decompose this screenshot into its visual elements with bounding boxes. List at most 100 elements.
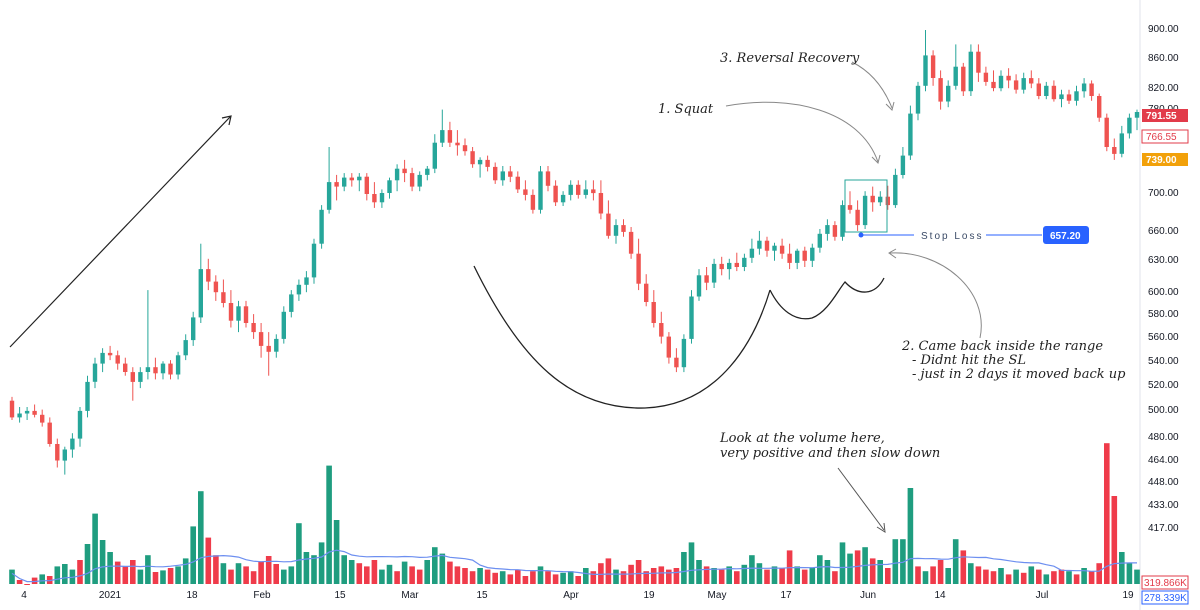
time-axis[interactable]: 4 2021 18 Feb 15 Mar 15 Apr 19 May 17 Jun 14 Jul 19 — [21, 590, 1134, 601]
volume-last-badge — [1141, 575, 1189, 590]
came-back-note-line1: 2. Came back inside the range — [901, 339, 1103, 354]
candle-body — [274, 338, 279, 352]
volume-bar — [968, 563, 974, 584]
volume-bar — [779, 568, 785, 584]
candle — [930, 50, 936, 86]
volume-bar — [24, 584, 30, 585]
candle — [598, 180, 604, 220]
time-tick-label: 4 — [21, 590, 27, 601]
volume-bar — [447, 561, 453, 584]
volume-bar — [696, 560, 702, 584]
volume-bar — [303, 552, 310, 584]
volume-bar — [575, 576, 581, 584]
candle-body — [115, 355, 120, 364]
candle-body — [334, 182, 339, 187]
volume-note-line1: Look at the volume here, — [719, 431, 885, 446]
candle — [719, 256, 724, 276]
candle — [493, 162, 498, 184]
candle — [983, 66, 989, 86]
volume-bar — [326, 465, 332, 584]
volume-bar — [1073, 574, 1080, 584]
candle-body — [591, 189, 596, 194]
candle-body — [17, 413, 22, 418]
candle — [1104, 113, 1109, 152]
candle-body — [727, 262, 732, 270]
candle — [651, 290, 656, 328]
stop-loss-label: Stop Loss — [921, 231, 983, 242]
candle — [938, 70, 943, 110]
volume-bar — [54, 566, 61, 584]
stop-loss-anchor — [858, 232, 864, 238]
candle — [342, 173, 347, 192]
volume-bar — [892, 539, 899, 584]
volume-bar — [167, 568, 174, 584]
volume-bar — [1028, 566, 1035, 584]
volume-bar — [620, 571, 627, 584]
volume-bar — [213, 555, 219, 584]
volume-bar — [92, 513, 98, 584]
volume-bar — [703, 566, 710, 584]
volume-bar — [666, 569, 672, 584]
stop-loss-text-bg — [914, 228, 986, 242]
candle — [1044, 81, 1049, 100]
volume-bar — [243, 566, 249, 584]
candle-body — [749, 248, 755, 258]
candle-body — [1134, 112, 1140, 118]
candle-body — [1013, 80, 1019, 90]
candle — [832, 221, 838, 241]
candle-body — [878, 196, 883, 203]
volume-bar — [137, 569, 144, 584]
volume-bar — [552, 574, 559, 584]
candle — [757, 230, 762, 255]
candle-body — [696, 275, 702, 297]
candle — [795, 248, 800, 270]
squat-note: 1. Squat — [658, 102, 714, 117]
candle-body — [168, 363, 173, 375]
candle-body — [372, 194, 377, 203]
candle — [17, 407, 22, 423]
candle — [923, 30, 928, 92]
volume-bar — [1005, 574, 1012, 584]
candle-body — [644, 283, 649, 302]
volume-bar — [839, 542, 846, 584]
volume-bar — [530, 571, 536, 584]
candle-body — [138, 372, 143, 382]
trend-arrow-head — [221, 115, 232, 126]
candle — [77, 407, 83, 447]
volume-bar — [643, 571, 649, 584]
level-price-value: 739.00 — [1146, 155, 1177, 166]
volume-bar — [424, 560, 430, 584]
candle — [447, 121, 453, 147]
candle-body — [191, 317, 196, 341]
candle-body — [681, 338, 687, 368]
reversal-arrow-head — [885, 101, 895, 111]
candle — [145, 290, 151, 380]
candle-body — [515, 176, 520, 190]
candle — [953, 44, 958, 90]
price-axis[interactable]: 900.00860.00820.00780.00740.00700.00660.… — [1148, 24, 1179, 534]
candle — [946, 80, 951, 108]
candle — [477, 157, 483, 178]
candle-body — [311, 243, 317, 278]
candle-body — [621, 225, 626, 232]
time-tick-label: 18 — [186, 590, 198, 601]
volume-bar — [869, 558, 876, 584]
volume-ma-badge — [1141, 590, 1189, 605]
candle-body — [757, 240, 762, 249]
volume-bar — [975, 566, 982, 584]
volume-note-line2: very positive and then slow down — [720, 446, 940, 461]
price-tick-label: 580.00 — [1148, 309, 1179, 320]
candle — [409, 167, 415, 192]
volume-bar — [462, 568, 468, 584]
candle-body — [666, 336, 671, 358]
price-tick-label: 417.00 — [1148, 523, 1179, 534]
candle — [138, 367, 143, 389]
candle-body — [70, 438, 75, 450]
candle-body — [62, 449, 67, 461]
candle — [681, 334, 687, 373]
time-tick-label: Mar — [401, 590, 419, 601]
time-tick-label: 14 — [934, 590, 946, 601]
volume-bar — [250, 571, 257, 584]
candle-body — [923, 55, 928, 86]
